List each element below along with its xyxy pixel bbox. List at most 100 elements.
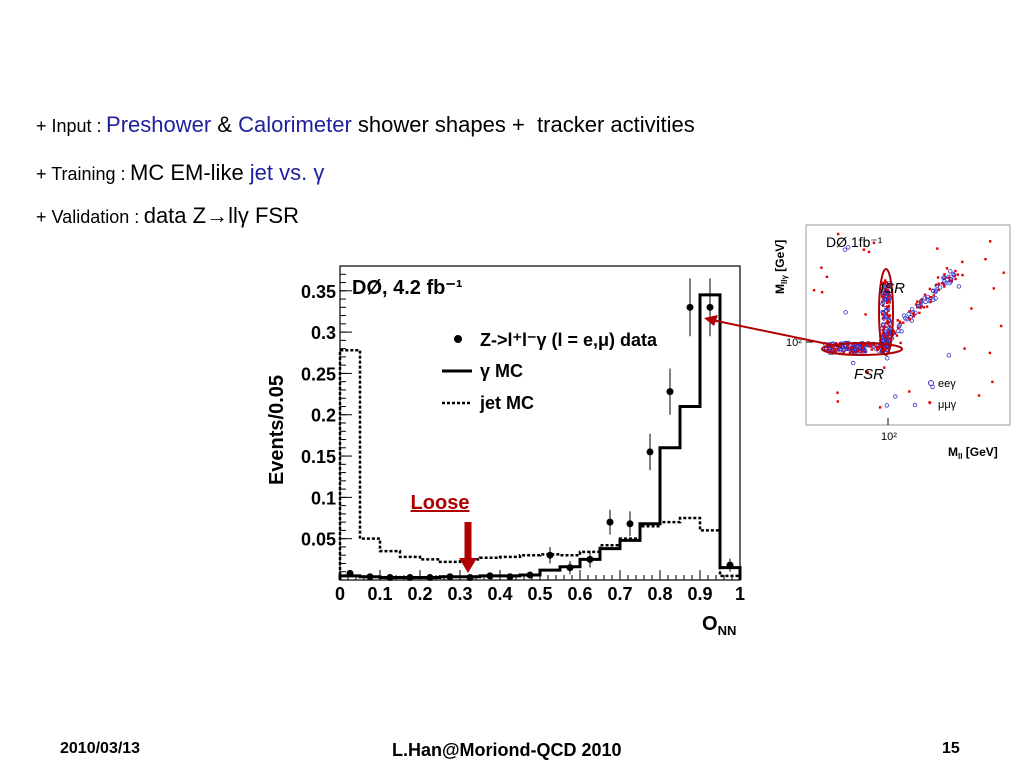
inset-ee-point bbox=[942, 281, 948, 286]
inset-mumu-point bbox=[850, 349, 854, 352]
x-tick-label: 0.4 bbox=[487, 584, 512, 604]
y-tick-label: 0.3 bbox=[311, 323, 336, 343]
inset-mumu-point bbox=[887, 285, 891, 288]
inset-ee-point bbox=[906, 311, 911, 317]
inset-mumu-point bbox=[820, 266, 823, 269]
inset-mumu-point bbox=[842, 350, 845, 354]
inset-mumu-point bbox=[866, 343, 870, 346]
bullet-validation-prefix: + Validation : bbox=[36, 207, 140, 227]
inset-ee-point bbox=[950, 271, 955, 277]
inset-ee-point bbox=[931, 288, 936, 294]
footer-date: 2010/03/13 bbox=[60, 740, 141, 757]
inset-frame bbox=[805, 224, 1011, 426]
inset-mumu-point bbox=[887, 331, 890, 334]
inset-mumu-point bbox=[877, 345, 881, 349]
inset-x-tick: 10² bbox=[881, 431, 897, 443]
chart-title: DØ, 4.2 fb⁻¹ bbox=[352, 277, 463, 299]
inset-mumu-point bbox=[820, 291, 824, 294]
inset-legend-ee-label: eeγ bbox=[938, 378, 956, 390]
inset-ee-point bbox=[941, 275, 946, 281]
inset-mumu-point bbox=[925, 305, 929, 308]
inset-mumu-point bbox=[956, 273, 959, 276]
inset-mumu-point bbox=[825, 275, 829, 278]
inset-mumu-point bbox=[950, 279, 953, 282]
y-tick-label: 0.2 bbox=[311, 406, 336, 426]
inset-mumu-point bbox=[914, 303, 918, 306]
inset-ee-point bbox=[937, 285, 943, 290]
inset-mumu-point bbox=[887, 290, 891, 293]
data-point bbox=[506, 573, 514, 581]
inset-ee-point bbox=[931, 297, 936, 302]
inset-mumu-point bbox=[883, 347, 886, 350]
inset-ee-point bbox=[903, 316, 908, 321]
loose-arrow-shaft bbox=[464, 522, 472, 560]
inset-ee-point bbox=[916, 303, 921, 309]
legend-jet-mc-label: jet MC bbox=[479, 393, 534, 413]
inset-mumu-point bbox=[1002, 271, 1005, 274]
inset-mumu-point bbox=[919, 301, 922, 304]
inset-mumu-point bbox=[947, 276, 951, 279]
inset-mumu-point bbox=[881, 300, 884, 303]
inset-ee-point bbox=[897, 322, 902, 328]
inset-mumu-point bbox=[908, 310, 911, 313]
inset-ee-point bbox=[852, 347, 857, 352]
inset-ee-point bbox=[881, 284, 887, 290]
inset-mumu-point bbox=[935, 283, 938, 287]
inset-mumu-point bbox=[885, 312, 889, 316]
inset-mumu-point bbox=[885, 301, 889, 304]
data-point bbox=[526, 571, 534, 579]
loose-arrow-head bbox=[459, 558, 477, 573]
inset-mumu-point bbox=[970, 307, 973, 310]
inset-mumu-point bbox=[989, 240, 992, 243]
x-tick-label: 1 bbox=[735, 584, 745, 604]
inset-mumu-point bbox=[882, 317, 885, 320]
inset-mumu-point bbox=[912, 312, 915, 315]
inset-mumu-point bbox=[881, 313, 884, 316]
inset-mumu-point bbox=[887, 304, 891, 307]
inset-mumu-point bbox=[860, 350, 864, 354]
inset-mumu-point bbox=[963, 347, 966, 350]
inset-mumu-point bbox=[864, 313, 867, 316]
inset-mumu-point bbox=[869, 345, 873, 348]
inset-mumu-point bbox=[936, 276, 940, 279]
inset-mumu-point bbox=[908, 390, 911, 393]
inset-mumu-point bbox=[954, 277, 957, 281]
inset-mumu-point bbox=[872, 343, 876, 347]
inset-mumu-point bbox=[897, 326, 900, 330]
inset-mumu-point bbox=[882, 325, 885, 328]
inset-ee-point bbox=[846, 346, 851, 352]
inset-mumu-point bbox=[937, 282, 941, 285]
loose-label: Loose bbox=[411, 492, 470, 514]
inset-mumu-point bbox=[850, 346, 853, 349]
inset-ee-point bbox=[885, 291, 890, 297]
inset-ee-point bbox=[886, 317, 892, 323]
inset-mumu-point bbox=[885, 305, 889, 308]
data-point bbox=[706, 303, 714, 311]
inset-ee-point bbox=[922, 296, 927, 301]
data-point bbox=[386, 574, 394, 582]
inset-mumu-point bbox=[953, 275, 956, 278]
x-tick-label: 0.6 bbox=[567, 584, 592, 604]
y-tick-label: 0.35 bbox=[301, 282, 336, 302]
inset-mumu-point bbox=[836, 391, 839, 394]
data-point bbox=[406, 574, 414, 582]
inset-legend-mumu-marker: * bbox=[928, 400, 932, 411]
inset-mumu-point bbox=[908, 318, 911, 321]
inset-mumu-point bbox=[868, 344, 872, 347]
inset-mumu-point bbox=[848, 351, 852, 354]
inset-mumu-point bbox=[824, 348, 827, 352]
inset-mumu-point bbox=[888, 314, 891, 318]
inset-ee-point bbox=[850, 360, 856, 366]
fsr-ellipse bbox=[821, 342, 903, 356]
isr-ellipse bbox=[878, 268, 894, 356]
inset-mumu-point bbox=[991, 380, 994, 384]
inset-mumu-point bbox=[862, 343, 865, 347]
inset-mumu-point bbox=[812, 289, 816, 292]
inset-mumu-point bbox=[928, 401, 931, 404]
y-tick-label: 0.15 bbox=[301, 447, 336, 467]
inset-ee-point bbox=[933, 296, 938, 301]
inset-mumu-point bbox=[928, 287, 932, 291]
fsr-label: FSR bbox=[854, 366, 884, 383]
inset-ee-point bbox=[912, 402, 918, 408]
